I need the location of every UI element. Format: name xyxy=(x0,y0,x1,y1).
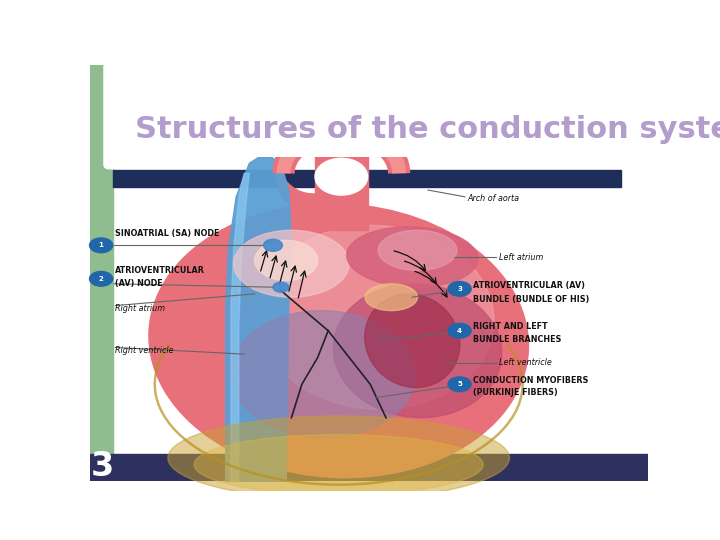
Ellipse shape xyxy=(255,240,318,280)
Text: Anterior view of frontal section: Anterior view of frontal section xyxy=(276,446,428,455)
Bar xyxy=(90,65,114,481)
Ellipse shape xyxy=(149,204,528,478)
Text: (PURKINJE FIBERS): (PURKINJE FIBERS) xyxy=(473,388,557,397)
Ellipse shape xyxy=(257,225,494,409)
Ellipse shape xyxy=(347,227,478,287)
Polygon shape xyxy=(225,153,292,481)
Bar xyxy=(90,454,648,481)
Bar xyxy=(315,146,368,230)
Circle shape xyxy=(448,323,471,338)
Circle shape xyxy=(448,281,471,296)
Ellipse shape xyxy=(365,284,418,310)
Circle shape xyxy=(448,377,471,392)
Text: 3: 3 xyxy=(457,286,462,292)
Text: 3: 3 xyxy=(91,450,114,483)
Text: Left atrium: Left atrium xyxy=(499,253,544,261)
Text: 2: 2 xyxy=(99,276,104,282)
Text: Left ventricle: Left ventricle xyxy=(499,358,552,367)
Circle shape xyxy=(89,238,112,253)
Text: ATRIOVENTRICULAR (AV): ATRIOVENTRICULAR (AV) xyxy=(473,281,585,290)
Text: CONDUCTION MYOFIBERS: CONDUCTION MYOFIBERS xyxy=(473,376,588,384)
Text: 1: 1 xyxy=(99,242,104,248)
Text: 5: 5 xyxy=(457,381,462,387)
Bar xyxy=(90,65,274,165)
Ellipse shape xyxy=(315,158,368,195)
Ellipse shape xyxy=(233,230,349,297)
Text: Arch of aorta: Arch of aorta xyxy=(467,194,519,203)
Text: Structures of the conduction system: Structures of the conduction system xyxy=(135,114,720,144)
FancyBboxPatch shape xyxy=(104,63,280,168)
Text: (AV) NODE: (AV) NODE xyxy=(115,279,163,288)
Text: RIGHT AND LEFT: RIGHT AND LEFT xyxy=(473,322,547,331)
Polygon shape xyxy=(231,173,249,481)
Text: Right ventricle: Right ventricle xyxy=(115,346,174,355)
Text: 4: 4 xyxy=(457,328,462,334)
Ellipse shape xyxy=(365,294,460,388)
Ellipse shape xyxy=(194,435,483,495)
Text: Right atrium: Right atrium xyxy=(115,305,166,313)
Bar xyxy=(114,170,621,187)
Circle shape xyxy=(273,282,289,292)
Ellipse shape xyxy=(231,310,415,438)
Ellipse shape xyxy=(378,230,457,271)
Text: ATRIOVENTRICULAR: ATRIOVENTRICULAR xyxy=(115,266,205,275)
Circle shape xyxy=(264,239,282,251)
Ellipse shape xyxy=(333,284,502,417)
Ellipse shape xyxy=(168,416,510,500)
Circle shape xyxy=(89,272,112,286)
Text: BUNDLE BRANCHES: BUNDLE BRANCHES xyxy=(473,335,561,343)
Text: SINOATRIAL (SA) NODE: SINOATRIAL (SA) NODE xyxy=(115,229,220,238)
Text: BUNDLE (BUNDLE OF HIS): BUNDLE (BUNDLE OF HIS) xyxy=(473,295,589,305)
